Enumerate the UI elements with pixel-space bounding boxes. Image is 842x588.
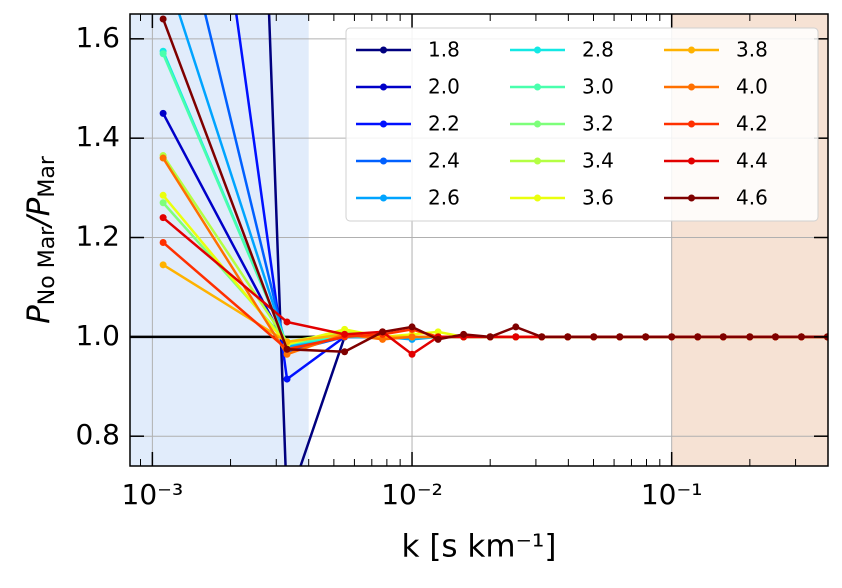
legend-marker bbox=[688, 157, 695, 165]
legend-label: 2.2 bbox=[428, 112, 460, 136]
legend-label: 3.2 bbox=[582, 112, 614, 136]
y-tick-label: 1.4 bbox=[75, 120, 120, 153]
legend-label: 2.6 bbox=[428, 186, 460, 210]
data-point bbox=[512, 333, 520, 341]
legend-marker bbox=[688, 46, 695, 54]
y-tick-label: 0.8 bbox=[75, 418, 120, 451]
legend-label: 4.2 bbox=[736, 112, 768, 136]
data-point bbox=[159, 15, 167, 23]
legend-marker bbox=[534, 120, 541, 128]
legend-marker bbox=[380, 120, 387, 128]
axes-frame bbox=[129, 13, 829, 467]
legend-label: 4.0 bbox=[736, 75, 768, 99]
data-point bbox=[283, 345, 291, 353]
legend-marker bbox=[380, 46, 387, 54]
y-label-part: /P bbox=[21, 197, 57, 229]
data-point bbox=[797, 333, 805, 341]
data-point bbox=[486, 333, 494, 341]
legend-marker bbox=[688, 194, 695, 202]
data-point bbox=[283, 350, 291, 358]
legend-marker bbox=[534, 46, 541, 54]
data-point bbox=[460, 330, 468, 338]
data-point bbox=[694, 333, 702, 341]
data-point bbox=[159, 238, 167, 246]
legend-marker bbox=[380, 83, 387, 91]
data-point bbox=[771, 333, 779, 341]
data-point bbox=[719, 333, 727, 341]
data-point bbox=[408, 323, 416, 331]
y-tick-label: 1.6 bbox=[75, 21, 120, 54]
data-point bbox=[159, 109, 167, 117]
y-label-part: P bbox=[21, 305, 57, 324]
legend-label: 3.0 bbox=[582, 75, 614, 99]
data-point bbox=[341, 330, 349, 338]
legend-label: 3.4 bbox=[582, 149, 614, 173]
legend: 1.8 2.0 2.2 2.4 2.6 2.8 3.0 3.2 3.4 3.6 3.8 4.0 4.2 4… bbox=[345, 27, 819, 222]
legend-marker bbox=[688, 120, 695, 128]
legend-marker bbox=[534, 83, 541, 91]
data-point bbox=[379, 335, 387, 343]
data-point bbox=[341, 325, 349, 333]
y-label-part: No Mar bbox=[35, 226, 60, 305]
plot-area bbox=[130, 14, 828, 509]
legend-label: 4.6 bbox=[736, 186, 768, 210]
data-point bbox=[642, 333, 650, 341]
legend-label: 2.8 bbox=[582, 38, 614, 62]
y-tick-label: 1.2 bbox=[75, 220, 120, 253]
data-point bbox=[564, 333, 572, 341]
ticks: 0.8 1.0 1.2 1.4 1.6 10⁻³ 10⁻² 10⁻¹ bbox=[75, 14, 829, 511]
data-point bbox=[284, 502, 291, 509]
data-point bbox=[746, 333, 754, 341]
legend-label: 3.6 bbox=[582, 186, 614, 210]
data-point bbox=[159, 199, 167, 207]
data-point bbox=[434, 335, 442, 343]
x-tick-label: 10⁻¹ bbox=[641, 478, 703, 511]
legend-label: 2.4 bbox=[428, 149, 460, 173]
data-point bbox=[538, 333, 546, 341]
x-axis-label: k [s km⁻¹] bbox=[402, 529, 557, 565]
data-point bbox=[341, 348, 349, 356]
data-point bbox=[159, 191, 167, 199]
data-point bbox=[434, 328, 442, 336]
x-tick-label: 10⁻² bbox=[381, 478, 443, 511]
x-tick-label: 10⁻³ bbox=[122, 478, 184, 511]
data-point bbox=[512, 323, 520, 331]
y-tick-label: 1.0 bbox=[75, 319, 120, 352]
legend-marker bbox=[534, 194, 541, 202]
data-point bbox=[159, 50, 167, 58]
data-point bbox=[408, 350, 416, 358]
legend-marker bbox=[380, 194, 387, 202]
legend-label: 4.4 bbox=[736, 149, 768, 173]
data-point bbox=[159, 154, 167, 162]
legend-label: 2.0 bbox=[428, 75, 460, 99]
data-point bbox=[590, 333, 598, 341]
data-point bbox=[283, 375, 291, 383]
legend-label: 1.8 bbox=[428, 38, 460, 62]
y-label-part: Mar bbox=[35, 155, 60, 197]
y-axis-label: PNo Mar/PMar bbox=[21, 155, 61, 324]
data-point bbox=[159, 214, 167, 222]
legend-marker bbox=[688, 83, 695, 91]
legend-marker bbox=[534, 157, 541, 165]
data-point bbox=[283, 318, 291, 326]
data-point bbox=[668, 333, 676, 341]
data-point bbox=[379, 328, 387, 336]
data-point bbox=[159, 261, 167, 269]
legend-marker bbox=[380, 157, 387, 165]
legend-box bbox=[345, 27, 819, 222]
data-point bbox=[616, 333, 624, 341]
legend-label: 3.8 bbox=[736, 38, 768, 62]
data-point bbox=[408, 333, 416, 341]
